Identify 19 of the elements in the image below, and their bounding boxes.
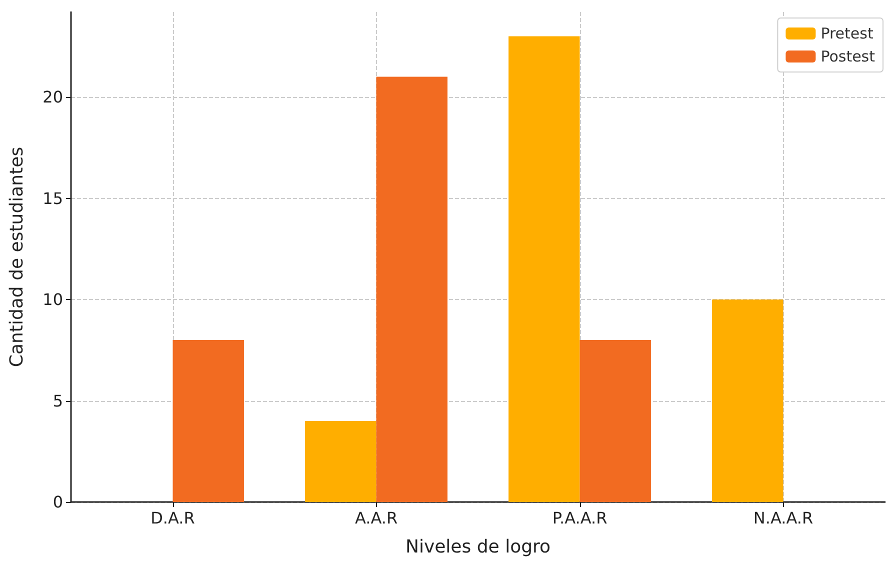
y-tick-label: 10 — [42, 290, 63, 310]
x-tick-label: N.A.A.R — [753, 508, 814, 528]
bar — [712, 300, 784, 502]
y-tick-label: 20 — [42, 88, 63, 107]
x-axis-title: Niveles de logro — [405, 536, 551, 558]
y-tick-label: 0 — [52, 492, 63, 512]
legend-label: Pretest — [820, 24, 874, 42]
y-tick-label: 5 — [52, 391, 63, 410]
legend-label: Postest — [820, 48, 876, 66]
x-tick-label: D.A.R — [150, 508, 195, 528]
bar — [172, 340, 244, 502]
bar — [305, 421, 376, 502]
bar — [508, 36, 580, 502]
bar — [580, 340, 651, 502]
y-tick-label: 15 — [42, 188, 63, 208]
x-tick-label: A.A.R — [354, 508, 398, 528]
x-tick-label: P.A.A.R — [552, 508, 608, 528]
y-axis-title: Cantidad de estudiantes — [6, 146, 28, 368]
bar — [376, 76, 448, 502]
